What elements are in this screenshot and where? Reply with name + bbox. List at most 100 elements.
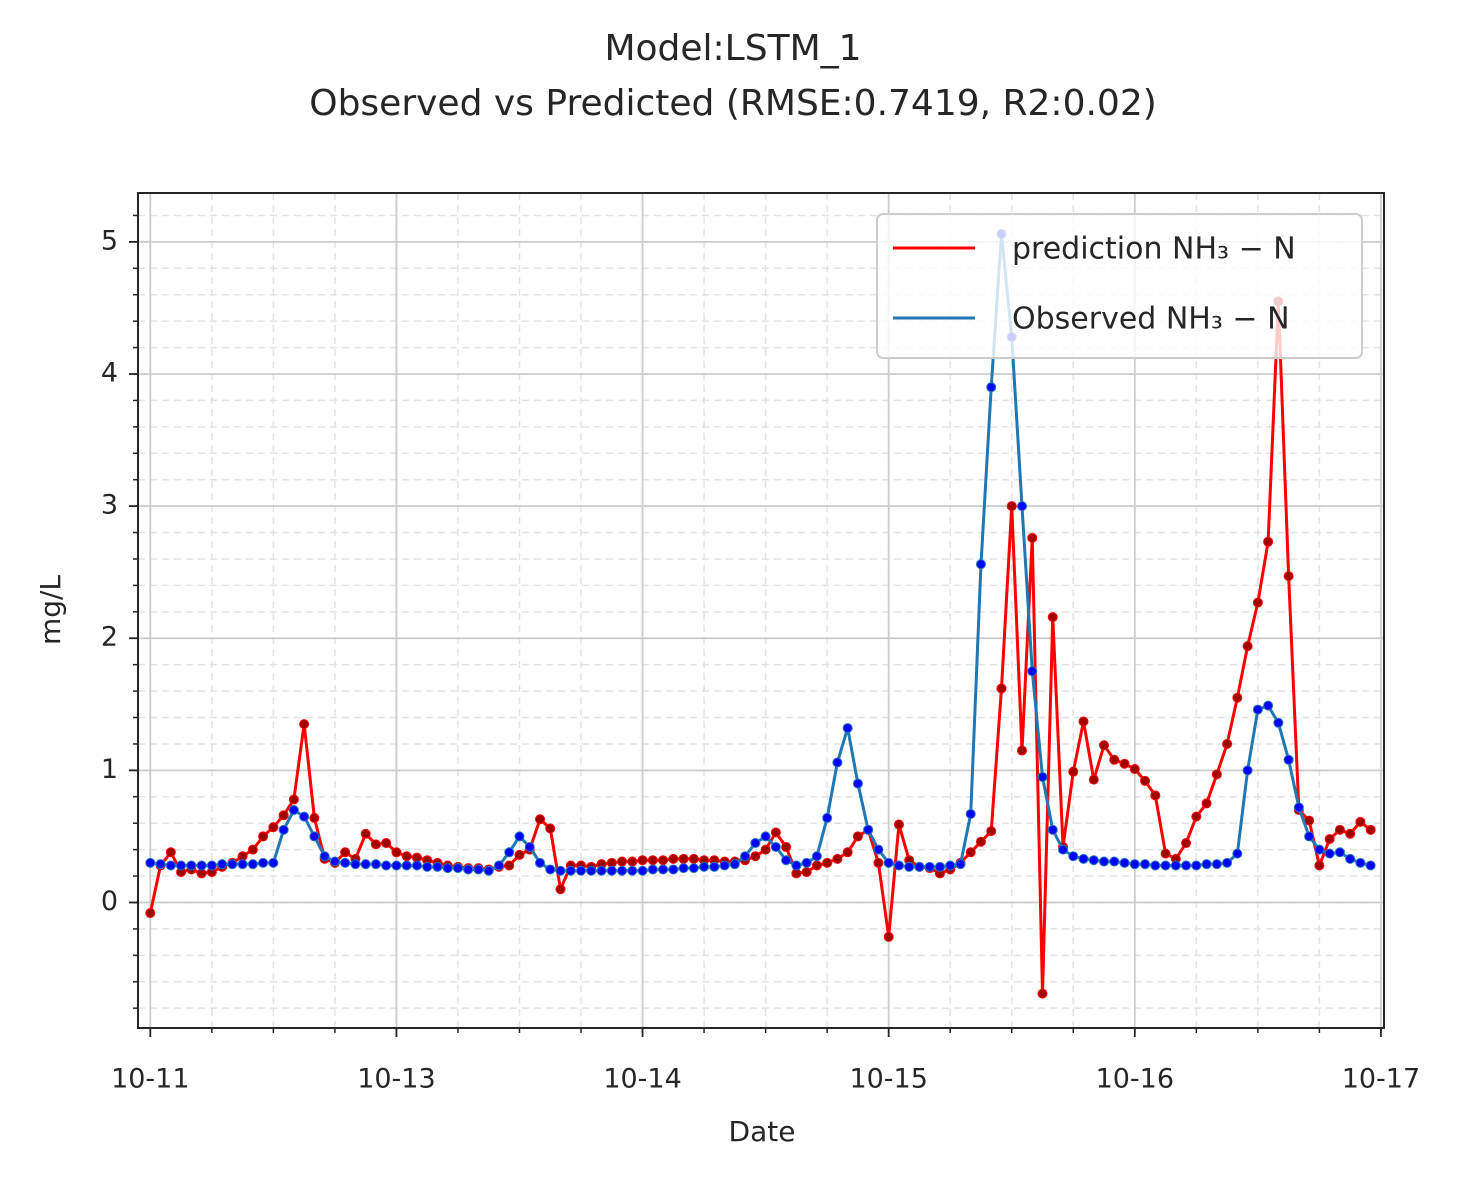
- data-point: [206, 860, 217, 871]
- data-point: [391, 847, 402, 858]
- data-point: [1160, 860, 1171, 871]
- data-point: [1334, 824, 1345, 835]
- data-point: [863, 824, 874, 835]
- data-point: [873, 844, 884, 855]
- data-point: [822, 857, 833, 868]
- data-point: [955, 859, 966, 870]
- chart-title: Model:LSTM_1: [604, 28, 861, 69]
- data-point: [811, 860, 822, 871]
- data-point: [555, 865, 566, 876]
- data-point: [760, 831, 771, 842]
- data-point: [381, 838, 392, 849]
- data-point: [1222, 857, 1233, 868]
- data-point: [1099, 856, 1110, 867]
- y-tick-label: 0: [101, 886, 118, 917]
- data-point: [1016, 501, 1027, 512]
- data-point: [381, 860, 392, 871]
- data-point: [668, 864, 679, 875]
- data-point: [186, 860, 197, 871]
- data-point: [401, 851, 412, 862]
- data-point: [1058, 844, 1069, 855]
- data-point: [617, 865, 628, 876]
- data-point: [247, 844, 258, 855]
- data-point: [432, 861, 443, 872]
- data-point: [1242, 765, 1253, 776]
- data-point: [299, 719, 310, 730]
- data-point: [1324, 848, 1335, 859]
- data-point: [309, 812, 320, 823]
- axes-frame: [137, 192, 1385, 1029]
- data-point: [545, 823, 556, 834]
- data-point: [1252, 597, 1263, 608]
- data-point: [1150, 790, 1161, 801]
- data-point: [268, 822, 279, 833]
- data-point: [514, 831, 525, 842]
- data-point: [1109, 856, 1120, 867]
- data-point: [647, 855, 658, 866]
- data-point: [535, 857, 546, 868]
- chart-subtitle: Observed vs Predicted (RMSE:0.7419, R2:0…: [309, 83, 1157, 124]
- data-point: [770, 827, 781, 838]
- data-point: [770, 841, 781, 852]
- x-axis-label: Date: [729, 1115, 796, 1148]
- data-point: [452, 863, 463, 874]
- data-point: [1304, 831, 1315, 842]
- x-tick-label: 10-16: [1096, 1064, 1174, 1095]
- data-point: [1037, 988, 1048, 999]
- data-point: [1047, 824, 1058, 835]
- data-point: [1140, 775, 1151, 786]
- data-point: [1345, 853, 1356, 864]
- data-point: [1314, 860, 1325, 871]
- y-axis-label: mg/L: [34, 575, 67, 645]
- data-point: [914, 861, 925, 872]
- data-point: [1099, 740, 1110, 751]
- data-point: [1027, 666, 1038, 677]
- data-point: [319, 851, 330, 862]
- data-point: [370, 859, 381, 870]
- data-point: [1068, 766, 1079, 777]
- data-point: [514, 849, 525, 860]
- data-point: [750, 851, 761, 862]
- data-point: [288, 805, 299, 816]
- data-point: [975, 836, 986, 847]
- data-point: [842, 723, 853, 734]
- plot-area: [145, 228, 1376, 999]
- data-point: [1119, 758, 1130, 769]
- data-point: [658, 864, 669, 875]
- data-point: [678, 853, 689, 864]
- legend: prediction NH₃ − N Observed NH₃ − N: [876, 213, 1363, 359]
- data-point: [217, 859, 228, 870]
- data-point: [1355, 816, 1366, 827]
- data-point: [329, 856, 340, 867]
- data-point: [924, 861, 935, 872]
- y-tick-label: 5: [101, 225, 118, 256]
- data-point: [617, 856, 628, 867]
- data-point: [340, 857, 351, 868]
- data-point: [565, 865, 576, 876]
- data-point: [1047, 612, 1058, 623]
- data-point: [473, 864, 484, 875]
- data-point: [1252, 704, 1263, 715]
- data-point: [627, 865, 638, 876]
- legend-box: [876, 213, 1363, 359]
- data-point: [781, 855, 792, 866]
- legend-label: Observed NH₃ − N: [1012, 302, 1290, 337]
- data-point: [1201, 798, 1212, 809]
- x-tick-label: 10-11: [111, 1064, 189, 1095]
- data-point: [1334, 847, 1345, 858]
- data-point: [1263, 536, 1274, 547]
- data-point: [1078, 716, 1089, 727]
- data-point: [1232, 692, 1243, 703]
- data-point: [1016, 745, 1027, 756]
- data-point: [391, 860, 402, 871]
- data-point: [1129, 764, 1140, 775]
- data-point: [1201, 859, 1212, 870]
- data-point: [975, 559, 986, 570]
- data-point: [647, 864, 658, 875]
- series-line: [148, 299, 1372, 996]
- data-point: [934, 861, 945, 872]
- data-point: [278, 824, 289, 835]
- data-point: [965, 808, 976, 819]
- data-point: [729, 859, 740, 870]
